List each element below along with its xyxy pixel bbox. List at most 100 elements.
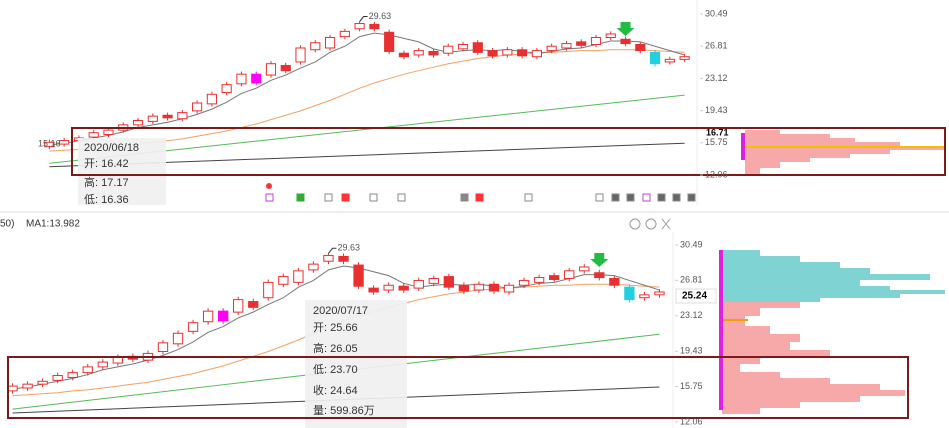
candle-body (635, 43, 646, 52)
candle-body (233, 299, 244, 313)
candle-body (187, 322, 199, 332)
tooltip-date: 2020/06/18 (84, 142, 139, 154)
candle-body (487, 50, 498, 57)
candle-body (162, 114, 173, 119)
candle-body (620, 38, 631, 45)
candle-body (639, 294, 650, 299)
candle-body (251, 73, 262, 84)
candle-body (248, 301, 259, 308)
candle-body (531, 50, 542, 58)
candle-body (533, 277, 545, 283)
tooltip-line: 低: 23.70 (313, 363, 358, 376)
volume-profile (741, 130, 945, 175)
candle-body (384, 31, 395, 52)
y-tick-label: 23.12 (705, 73, 728, 83)
candle-body (44, 141, 55, 148)
y-tick-label: 12.06 (705, 169, 728, 179)
candle-body (398, 285, 409, 291)
left-label: 15.16 (38, 138, 61, 148)
candle-body (265, 63, 277, 76)
candle-body (548, 275, 560, 280)
last-price: 25.24 (682, 291, 707, 302)
candle-body (609, 278, 620, 286)
candle-body (157, 342, 169, 353)
ma-label: MA1:13.982 (26, 219, 80, 230)
y-tick-label: 30.49 (680, 239, 703, 249)
candle-body (413, 50, 424, 56)
candle-body (202, 310, 214, 323)
candle-body (295, 47, 306, 63)
candle-body (278, 276, 289, 285)
candle-body (398, 52, 410, 58)
candle-body (147, 115, 158, 122)
candle-body (37, 380, 48, 385)
tooltip (305, 300, 407, 428)
candle-body (458, 284, 470, 292)
peak-label: 29.63 (337, 243, 360, 253)
candle-body (221, 84, 232, 94)
tooltip-line: 开: 16.42 (84, 158, 129, 170)
candle-body (679, 56, 690, 60)
candle-body (324, 36, 336, 49)
candle-body (428, 50, 439, 56)
candle-body (503, 284, 515, 293)
header: 50) (0, 219, 14, 230)
highlight-box (71, 127, 946, 176)
candle-body (443, 45, 454, 54)
y-tick-label: 26.81 (680, 275, 703, 285)
candle-body (263, 281, 274, 299)
ma-line (49, 32, 685, 146)
candle-body (192, 102, 203, 112)
candle-body (217, 310, 229, 322)
candle-body (22, 383, 33, 389)
y-tick-label: 15.75 (705, 137, 728, 147)
tooltip-line: 量: 599.86万 (313, 404, 375, 417)
candle-body (368, 287, 379, 293)
y-tick-label: 30.49 (705, 8, 728, 18)
candle-body (594, 272, 605, 279)
candle-body (546, 45, 557, 52)
signal-arrow (616, 22, 635, 36)
candle-body (473, 283, 485, 291)
candle-body (517, 49, 528, 57)
candle-body (564, 270, 575, 280)
tooltip-line: 开: 25.66 (313, 322, 358, 334)
candle-body (112, 356, 124, 364)
candle-body (132, 119, 144, 126)
candle-body (428, 278, 439, 284)
tooltip (78, 138, 166, 205)
y-tick-label: 15.75 (680, 381, 703, 391)
last-label: 16.71 (706, 127, 729, 137)
candle-body (472, 42, 483, 53)
candle-body (7, 385, 18, 392)
candle-body (518, 279, 530, 286)
candle-body (97, 361, 108, 368)
tooltip-date: 2020/07/17 (313, 305, 368, 317)
candle-body (649, 51, 661, 65)
candle-body (369, 23, 380, 30)
candle-body (308, 263, 319, 271)
candle-body (88, 132, 99, 138)
candle-body (82, 366, 93, 374)
candle-body (488, 283, 500, 292)
candle-body (310, 42, 321, 51)
toolbar-icons[interactable] (629, 218, 671, 230)
highlight-box (7, 356, 909, 419)
candle-body (561, 43, 572, 49)
tooltip-line: 高: 26.05 (313, 341, 358, 355)
candle-body (338, 255, 349, 262)
candle-body (280, 64, 291, 72)
candle-body (52, 375, 63, 381)
y-tick-label: 19.43 (705, 105, 728, 115)
candle-body (654, 291, 665, 296)
signal-arrow (590, 253, 609, 267)
y-tick-label: 12.06 (680, 416, 703, 426)
peak-pointer (328, 247, 337, 254)
tooltip-line: 高: 17.17 (84, 175, 129, 189)
candle-body (206, 93, 217, 105)
candle-body (293, 270, 304, 283)
candle-body (339, 30, 350, 38)
